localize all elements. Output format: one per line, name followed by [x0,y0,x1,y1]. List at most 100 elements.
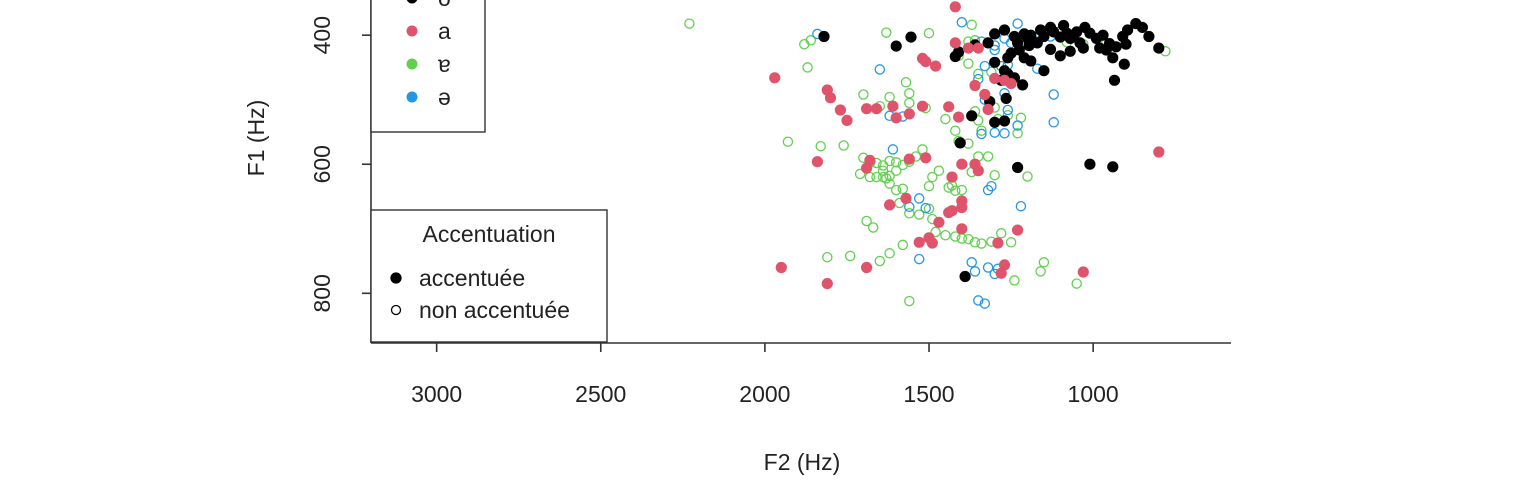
data-point [973,68,984,80]
legend-marker [390,304,402,316]
data-point [982,103,994,116]
data-point [930,226,941,238]
data-point [972,42,984,54]
data-point [982,37,994,49]
legend-label: ɐ [438,51,451,77]
data-point [920,202,931,214]
data-point [815,140,826,152]
data-point [986,180,997,192]
data-point [897,239,909,251]
data-point [1064,45,1076,57]
data-point [1025,55,1037,67]
data-point [1058,19,1070,32]
data-point [844,250,856,262]
data-point [963,233,974,245]
data-point [881,27,892,38]
data-point [1153,146,1165,158]
data-point [979,88,991,101]
data-point [916,100,929,112]
axes: 3000 2500 2000 1500 1000 400 600 800 [309,0,1231,407]
data-point [782,136,794,147]
data-point [883,199,896,211]
data-point [1035,24,1047,36]
data-point [956,158,968,170]
data-point [998,115,1011,127]
data-point [860,261,873,274]
data-point [954,137,966,149]
data-point [1110,41,1122,53]
data-point [923,180,935,192]
data-point [940,113,951,125]
data-point [1005,78,1017,90]
x-tick-label: 2500 [575,381,626,407]
data-point [913,236,925,248]
data-point [1108,74,1121,86]
legend-accent-title: Accentuation [423,221,556,247]
data-point [982,151,994,162]
data-point [979,60,991,72]
data-point [1071,278,1082,289]
legend-label: accentuée [419,265,525,291]
data-point [1077,42,1089,54]
data-point [913,209,925,220]
data-point [962,42,975,54]
data-point [1084,158,1096,170]
data-point [998,24,1011,36]
legend-marker [406,91,418,103]
y-ticks: 400 600 800 [309,16,371,312]
data-point [1002,104,1014,116]
data-point [821,277,833,290]
data-point [956,223,968,235]
data-point [976,125,987,136]
data-point [989,72,1001,85]
y-tick-label: 800 [309,274,335,312]
legend-label: a [438,18,451,44]
data-point [811,156,824,168]
data-point [1038,257,1050,268]
data-point [950,231,961,242]
data-point [1048,117,1059,128]
data-point [1143,30,1155,43]
data-point [890,157,902,168]
legend-accent-box [370,209,608,343]
data-point [989,116,1001,128]
data-point [904,88,915,99]
data-point [1015,200,1027,212]
data-point [920,152,932,164]
data-point [927,171,938,183]
data-point [1054,50,1066,62]
data-point [890,40,902,52]
data-point [903,108,915,120]
data-point [884,178,895,189]
data-point [860,162,873,174]
data-point [881,173,892,184]
data-point [992,237,1004,249]
data-point [841,114,853,127]
x-tick-label: 1000 [1068,381,1119,407]
data-point [1022,171,1033,182]
data-point [874,255,886,267]
data-point [1011,37,1024,49]
data-point [946,171,958,183]
data-point [867,222,879,233]
legend-marker [406,0,418,4]
data-point [1012,18,1023,29]
legend-vowel-box [370,0,486,133]
data-point [818,30,830,43]
data-point [949,50,961,63]
data-point [805,35,817,46]
data-point [966,257,977,268]
data-point [966,19,977,31]
data-point [904,208,915,219]
y-tick-label: 400 [309,16,335,54]
legend-label: non accentuée [419,297,570,323]
data-point [884,155,895,167]
data-point [989,169,1000,181]
data-point [1016,79,1029,91]
data-point [923,27,935,39]
data-point [973,295,984,306]
data-point [956,17,968,28]
data-point [1038,65,1050,77]
data-point [1097,29,1109,41]
data-point [999,128,1010,139]
